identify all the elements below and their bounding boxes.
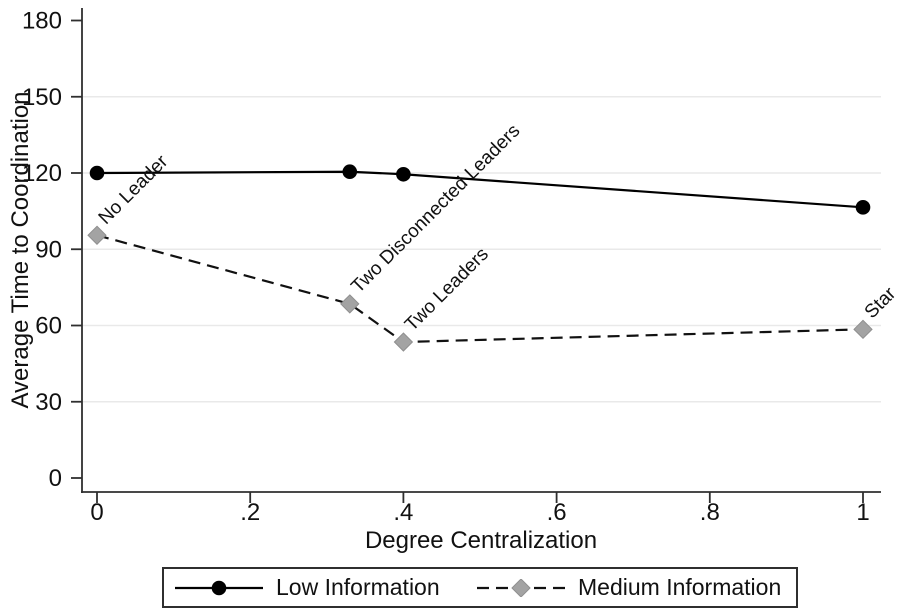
y-tick-label-60: 60 <box>35 313 62 340</box>
x-tick-label--4: .4 <box>393 499 413 526</box>
annotation-star: Star <box>861 283 898 323</box>
x-tick-label--6: .6 <box>547 499 567 526</box>
legend: Low Information Medium Information <box>162 567 798 608</box>
legend-sample-low-information <box>175 580 263 595</box>
y-tick-label-180: 180 <box>22 8 62 35</box>
marker-diamond-medium-information <box>87 225 107 245</box>
marker-circle-low-information <box>342 164 358 180</box>
y-axis-title: Average Time to Coordination <box>7 91 34 409</box>
x-tick-label--8: .8 <box>700 499 720 526</box>
annotation-two-disconnected-leaders: Two Disconnected Leaders <box>347 121 524 298</box>
x-axis-title: Degree Centralization <box>364 527 598 554</box>
marker-circle-low-information <box>396 166 411 182</box>
annotation-two-leaders: Two Leaders <box>401 244 493 336</box>
x-tick-label-1: 1 <box>856 499 869 526</box>
legend-sample-medium-information <box>477 578 565 597</box>
marker-diamond-medium-information <box>340 294 360 314</box>
legend-entry-low-information: Low Information <box>175 569 440 606</box>
series-line-medium-information <box>96 234 864 344</box>
y-tick-label-150: 150 <box>22 84 62 111</box>
legend-marker-circle-low-information <box>211 580 227 595</box>
x-tick-label--2: .2 <box>240 499 260 526</box>
legend-entry-medium-information: Medium Information <box>477 569 781 606</box>
marker-diamond-medium-information <box>393 332 414 352</box>
legend-marker-diamond-medium-information <box>511 578 531 597</box>
y-tick-label-30: 30 <box>35 389 62 416</box>
y-tick-label-120: 120 <box>22 160 62 187</box>
y-tick-label-0: 0 <box>49 465 62 492</box>
legend-label-medium-information: Medium Information <box>578 574 782 600</box>
marker-circle-low-information <box>855 200 871 215</box>
x-tick-label-0: 0 <box>90 499 103 526</box>
annotation-no-leader: No Leader <box>95 151 173 229</box>
marker-circle-low-information <box>89 165 105 181</box>
legend-label-low-information: Low Information <box>276 574 440 600</box>
marker-diamond-medium-information <box>853 319 873 340</box>
y-tick-label-90: 90 <box>35 236 62 263</box>
series-line-low-information <box>96 170 864 209</box>
